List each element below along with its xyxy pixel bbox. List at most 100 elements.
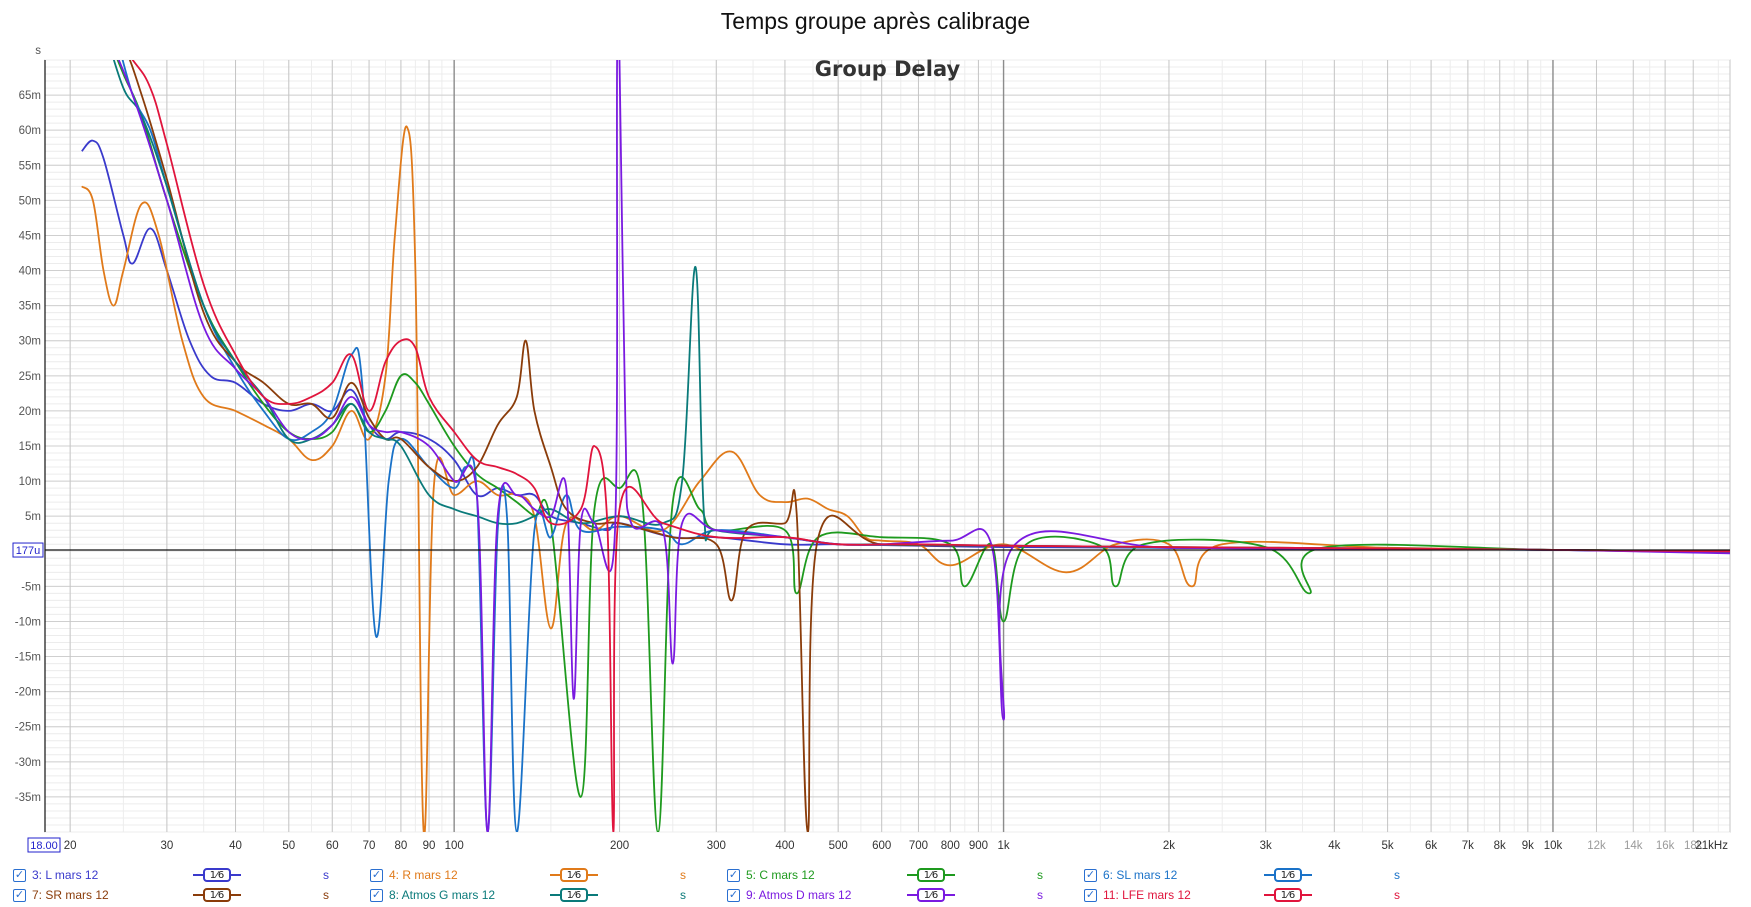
x-tick-label: 14k bbox=[1624, 840, 1643, 852]
x-tick-label: 400 bbox=[775, 840, 794, 852]
x-tick-label: 500 bbox=[829, 840, 848, 852]
legend-item: ✓ 11: LFE mars 12 bbox=[1084, 885, 1191, 905]
legend-series-name: 5: C mars 12 bbox=[746, 868, 815, 882]
y-tick-label: 60m bbox=[19, 125, 41, 137]
legend-unit: s bbox=[680, 868, 686, 882]
legend-unit: s bbox=[1394, 888, 1400, 902]
y-tick-label: 30m bbox=[19, 336, 41, 348]
x-tick-label: 700 bbox=[909, 840, 928, 852]
x-tick-label: 30 bbox=[160, 840, 173, 852]
smoothing-label: 1⁄6 bbox=[917, 868, 945, 882]
x-tick-label: 50 bbox=[282, 840, 295, 852]
smoothing-label: 1⁄6 bbox=[917, 888, 945, 902]
y-tick-label: -25m bbox=[15, 722, 41, 734]
legend-checkbox[interactable]: ✓ bbox=[370, 888, 383, 902]
x-tick-label: 800 bbox=[941, 840, 960, 852]
y-tick-label: 45m bbox=[19, 230, 41, 242]
x-tick-label: 10k bbox=[1544, 840, 1563, 852]
legend-checkbox[interactable]: ✓ bbox=[13, 888, 26, 902]
smoothing-selector[interactable]: 1⁄6 bbox=[550, 866, 598, 884]
y-tick-label: -20m bbox=[15, 687, 41, 699]
legend-unit: s bbox=[1037, 868, 1043, 882]
x-tick-label: 18k bbox=[1684, 840, 1703, 852]
legend-series-name: 3: L mars 12 bbox=[32, 868, 99, 882]
x-tick-label: 3k bbox=[1260, 840, 1272, 852]
y-tick-label: 40m bbox=[19, 266, 41, 278]
smoothing-label: 1⁄6 bbox=[1274, 888, 1302, 902]
y-tick-label: -30m bbox=[15, 757, 41, 769]
x-tick-label: 6k bbox=[1425, 840, 1437, 852]
group-delay-chart: 65m 60m 55m 50m 45m 40m 35m 30m 25m 20m 15m 10m 5m -5… bbox=[12, 3, 1731, 853]
smoothing-selector[interactable]: 1⁄6 bbox=[1264, 866, 1312, 884]
y-tick-label: 50m bbox=[19, 195, 41, 207]
series-line-1[interactable] bbox=[81, 139, 1730, 554]
x-tick-label: 80 bbox=[395, 840, 408, 852]
cursor-y-readout[interactable]: 177u bbox=[12, 542, 44, 558]
legend-checkbox[interactable]: ✓ bbox=[727, 868, 740, 882]
chart-title: Group Delay bbox=[815, 57, 961, 81]
y-tick-label: -10m bbox=[15, 616, 41, 628]
smoothing-selector[interactable]: 1⁄6 bbox=[193, 866, 241, 884]
legend-unit: s bbox=[323, 868, 329, 882]
x-tick-label: 90 bbox=[423, 840, 436, 852]
legend-checkbox[interactable]: ✓ bbox=[13, 868, 26, 882]
y-tick-label: -5m bbox=[21, 581, 41, 593]
x-tick-label: 20 bbox=[64, 840, 77, 852]
legend-item: ✓ 4: R mars 12 bbox=[370, 865, 458, 885]
y-tick-label: 55m bbox=[19, 160, 41, 172]
smoothing-selector[interactable]: 1⁄6 bbox=[550, 886, 598, 904]
legend-item: ✓ 9: Atmos D mars 12 bbox=[727, 885, 851, 905]
x-tick-label: 100 bbox=[445, 840, 464, 852]
legend-unit: s bbox=[1394, 868, 1400, 882]
legend-item: ✓ 5: C mars 12 bbox=[727, 865, 815, 885]
x-tick-label: 60 bbox=[326, 840, 339, 852]
x-tick-label: 900 bbox=[969, 840, 988, 852]
smoothing-selector[interactable]: 1⁄6 bbox=[907, 866, 955, 884]
series-line-7[interactable] bbox=[104, 3, 1731, 832]
y-tick-label: -35m bbox=[15, 792, 41, 804]
legend-series-name: 6: SL mars 12 bbox=[1103, 868, 1178, 882]
x-tick-label: 300 bbox=[707, 840, 726, 852]
legend-checkbox[interactable]: ✓ bbox=[727, 888, 740, 902]
legend-series-name: 4: R mars 12 bbox=[389, 868, 458, 882]
x-tick-label: 70 bbox=[363, 840, 376, 852]
smoothing-selector[interactable]: 1⁄6 bbox=[1264, 886, 1312, 904]
series-line-8[interactable] bbox=[104, 25, 1731, 832]
legend-unit: s bbox=[680, 888, 686, 902]
smoothing-label: 1⁄6 bbox=[203, 888, 231, 902]
legend-series-name: 11: LFE mars 12 bbox=[1103, 888, 1191, 902]
y-tick-label: 65m bbox=[19, 90, 41, 102]
x-tick-label: 40 bbox=[229, 840, 242, 852]
y-tick-label: 10m bbox=[19, 476, 41, 488]
legend-series-name: 9: Atmos D mars 12 bbox=[746, 888, 852, 902]
x-tick-label: 200 bbox=[610, 840, 629, 852]
x-tick-label: 5k bbox=[1382, 840, 1394, 852]
y-tick-label: 5m bbox=[25, 511, 41, 523]
legend-series-name: 7: SR mars 12 bbox=[32, 888, 109, 902]
smoothing-label: 1⁄6 bbox=[560, 868, 588, 882]
smoothing-selector[interactable]: 1⁄6 bbox=[907, 886, 955, 904]
x-tick-label: 12k bbox=[1587, 840, 1606, 852]
smoothing-label: 1⁄6 bbox=[560, 888, 588, 902]
legend-item: ✓ 8: Atmos G mars 12 bbox=[370, 885, 495, 905]
legend: ✓ 3: L mars 12 1⁄6 s ✓ 4: R mars 12 1⁄6 s ✓ 5: C … bbox=[0, 862, 1751, 907]
legend-unit: s bbox=[1037, 888, 1043, 902]
legend-item: ✓ 6: SL mars 12 bbox=[1084, 865, 1177, 885]
x-tick-label: 8k bbox=[1494, 840, 1506, 852]
y-tick-label: 20m bbox=[19, 406, 41, 418]
smoothing-selector[interactable]: 1⁄6 bbox=[193, 886, 241, 904]
smoothing-label: 1⁄6 bbox=[203, 868, 231, 882]
y-tick-label: 15m bbox=[19, 441, 41, 453]
legend-item: ✓ 7: SR mars 12 bbox=[13, 885, 109, 905]
y-tick-label: 25m bbox=[19, 371, 41, 383]
legend-item: ✓ 3: L mars 12 bbox=[13, 865, 98, 885]
legend-unit: s bbox=[323, 888, 329, 902]
x-tick-label: 4k bbox=[1328, 840, 1340, 852]
legend-checkbox[interactable]: ✓ bbox=[1084, 888, 1097, 902]
legend-checkbox[interactable]: ✓ bbox=[1084, 868, 1097, 882]
legend-checkbox[interactable]: ✓ bbox=[370, 868, 383, 882]
cursor-x-label: 18.00 bbox=[30, 840, 58, 852]
cursor-y-label: 177u bbox=[16, 545, 40, 557]
cursor-x-readout[interactable]: 18.00 bbox=[27, 837, 61, 853]
x-tick-label: 600 bbox=[872, 840, 891, 852]
